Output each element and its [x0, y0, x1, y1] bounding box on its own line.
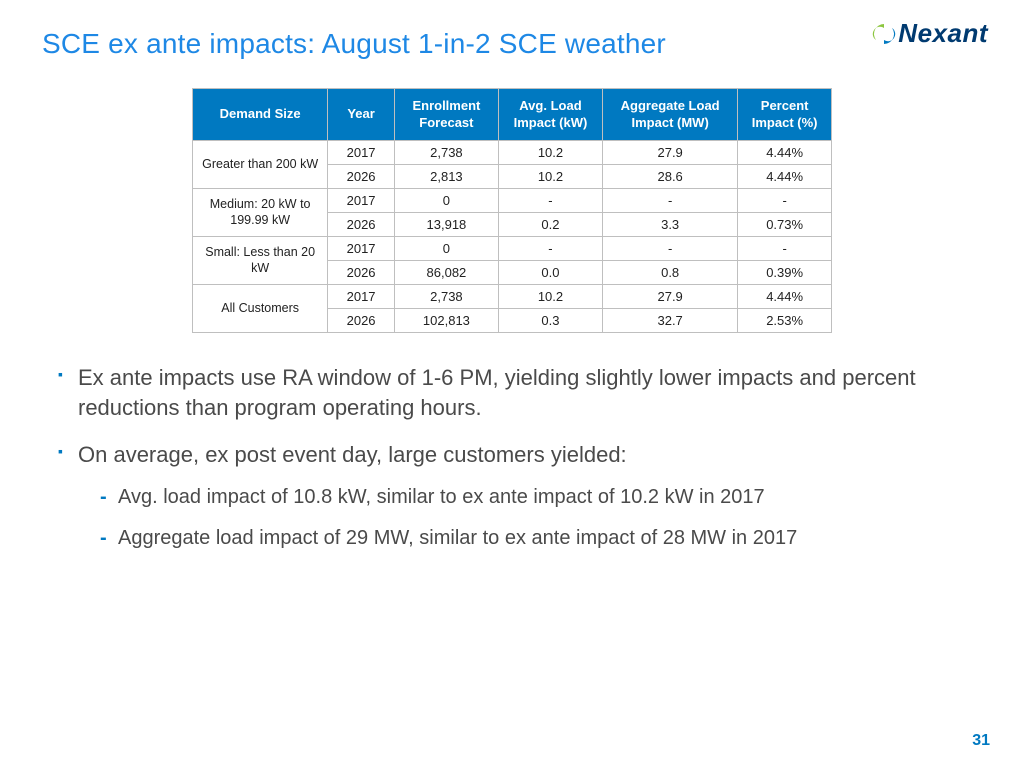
col-avg-load-impact: Avg. Load Impact (kW) — [498, 89, 602, 141]
cell-year: 2017 — [328, 189, 395, 213]
bullet-list: Ex ante impacts use RA window of 1-6 PM,… — [42, 363, 982, 552]
page-number: 31 — [972, 732, 990, 750]
table-row: Medium: 20 kW to 199.99 kW20170--- — [193, 189, 832, 213]
brand-logo: Nexant — [872, 18, 988, 49]
row-group-label: Medium: 20 kW to 199.99 kW — [193, 189, 328, 237]
cell-pct: 4.44% — [738, 165, 832, 189]
cell-avg-kw: 10.2 — [498, 141, 602, 165]
table-row: Greater than 200 kW20172,73810.227.94.44… — [193, 141, 832, 165]
cell-agg-mw: 27.9 — [603, 285, 738, 309]
swirl-icon — [872, 22, 896, 46]
cell-pct: 2.53% — [738, 309, 832, 333]
cell-agg-mw: 0.8 — [603, 261, 738, 285]
cell-year: 2017 — [328, 141, 395, 165]
table-row: All Customers20172,73810.227.94.44% — [193, 285, 832, 309]
cell-year: 2026 — [328, 165, 395, 189]
col-demand-size: Demand Size — [193, 89, 328, 141]
cell-agg-mw: 27.9 — [603, 141, 738, 165]
table-body: Greater than 200 kW20172,73810.227.94.44… — [193, 141, 832, 333]
cell-avg-kw: - — [498, 189, 602, 213]
cell-avg-kw: 0.0 — [498, 261, 602, 285]
col-aggregate-load-impact: Aggregate Load Impact (MW) — [603, 89, 738, 141]
cell-forecast: 0 — [394, 237, 498, 261]
sub-bullet-list: Avg. load impact of 10.8 kW, similar to … — [78, 484, 982, 552]
bullet-item: Ex ante impacts use RA window of 1-6 PM,… — [58, 363, 982, 422]
cell-agg-mw: 32.7 — [603, 309, 738, 333]
bullet-item: On average, ex post event day, large cus… — [58, 440, 982, 552]
cell-agg-mw: - — [603, 189, 738, 213]
cell-pct: 4.44% — [738, 141, 832, 165]
cell-pct: 0.73% — [738, 213, 832, 237]
table-header: Demand Size Year Enrollment Forecast Avg… — [193, 89, 832, 141]
cell-forecast: 2,738 — [394, 285, 498, 309]
brand-name: Nexant — [898, 18, 988, 49]
row-group-label: Greater than 200 kW — [193, 141, 328, 189]
cell-avg-kw: 0.3 — [498, 309, 602, 333]
cell-forecast: 102,813 — [394, 309, 498, 333]
col-year: Year — [328, 89, 395, 141]
cell-year: 2026 — [328, 309, 395, 333]
cell-pct: - — [738, 189, 832, 213]
row-group-label: All Customers — [193, 285, 328, 333]
cell-pct: 0.39% — [738, 261, 832, 285]
cell-avg-kw: 10.2 — [498, 165, 602, 189]
sub-bullet-item: Aggregate load impact of 29 MW, similar … — [100, 525, 982, 552]
cell-year: 2026 — [328, 213, 395, 237]
cell-forecast: 13,918 — [394, 213, 498, 237]
impacts-table: Demand Size Year Enrollment Forecast Avg… — [192, 88, 832, 333]
cell-year: 2026 — [328, 261, 395, 285]
cell-year: 2017 — [328, 237, 395, 261]
impacts-table-wrap: Demand Size Year Enrollment Forecast Avg… — [192, 88, 832, 333]
col-percent-impact: Percent Impact (%) — [738, 89, 832, 141]
cell-agg-mw: 3.3 — [603, 213, 738, 237]
cell-avg-kw: 10.2 — [498, 285, 602, 309]
sub-bullet-item: Avg. load impact of 10.8 kW, similar to … — [100, 484, 982, 511]
cell-agg-mw: - — [603, 237, 738, 261]
cell-forecast: 2,738 — [394, 141, 498, 165]
col-enrollment-forecast: Enrollment Forecast — [394, 89, 498, 141]
cell-forecast: 86,082 — [394, 261, 498, 285]
cell-forecast: 0 — [394, 189, 498, 213]
row-group-label: Small: Less than 20 kW — [193, 237, 328, 285]
cell-pct: 4.44% — [738, 285, 832, 309]
cell-avg-kw: - — [498, 237, 602, 261]
table-row: Small: Less than 20 kW20170--- — [193, 237, 832, 261]
bullet-text: On average, ex post event day, large cus… — [78, 442, 627, 467]
cell-pct: - — [738, 237, 832, 261]
slide: Nexant SCE ex ante impacts: August 1-in-… — [0, 0, 1024, 768]
cell-year: 2017 — [328, 285, 395, 309]
cell-forecast: 2,813 — [394, 165, 498, 189]
cell-agg-mw: 28.6 — [603, 165, 738, 189]
page-title: SCE ex ante impacts: August 1-in-2 SCE w… — [42, 28, 982, 60]
cell-avg-kw: 0.2 — [498, 213, 602, 237]
bullet-text: Ex ante impacts use RA window of 1-6 PM,… — [78, 365, 916, 420]
bullets-section: Ex ante impacts use RA window of 1-6 PM,… — [42, 363, 982, 552]
